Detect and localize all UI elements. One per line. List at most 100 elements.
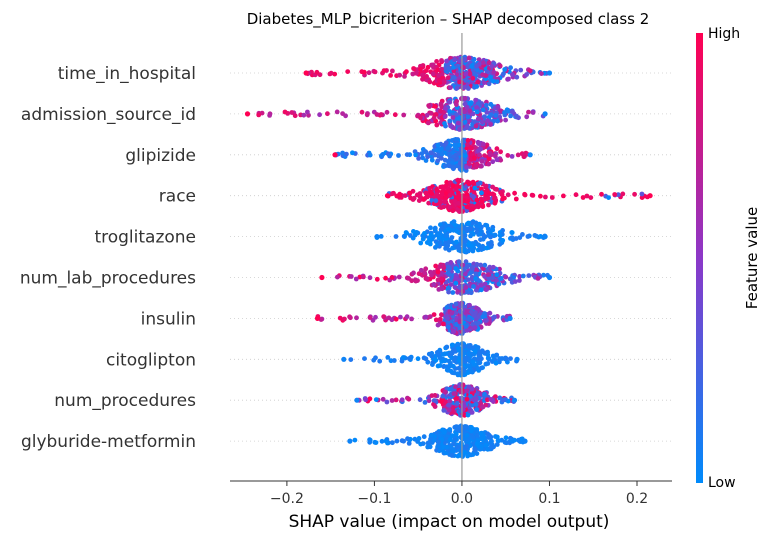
shap-point bbox=[432, 398, 438, 404]
shap-point bbox=[506, 76, 511, 82]
shap-point bbox=[495, 438, 501, 443]
x-tick-label: 0.2 bbox=[626, 491, 648, 507]
shap-point bbox=[411, 229, 416, 234]
shap-point-extreme bbox=[303, 70, 309, 76]
shap-point bbox=[468, 226, 473, 232]
shap-point bbox=[342, 316, 347, 322]
shap-point bbox=[482, 80, 487, 85]
shap-point bbox=[520, 151, 526, 157]
shap-point-extreme bbox=[647, 193, 653, 199]
feature-label: admission_source_id bbox=[21, 105, 196, 125]
shap-point bbox=[525, 234, 531, 239]
shap-point bbox=[391, 358, 397, 363]
shap-point bbox=[501, 71, 506, 77]
shap-point bbox=[450, 183, 456, 189]
shap-point bbox=[413, 152, 419, 158]
shap-point bbox=[444, 444, 450, 450]
shap-point bbox=[390, 440, 395, 446]
shap-point bbox=[457, 79, 462, 85]
shap-point-extreme bbox=[522, 438, 528, 444]
shap-point bbox=[480, 404, 485, 410]
shap-point bbox=[448, 444, 454, 450]
shap-point bbox=[404, 69, 409, 75]
shap-point bbox=[486, 156, 492, 162]
shap-point bbox=[526, 109, 531, 115]
shap-point bbox=[447, 427, 453, 432]
shap-point bbox=[530, 110, 536, 115]
shap-point bbox=[517, 235, 523, 241]
shap-point bbox=[514, 74, 520, 80]
shap-point bbox=[457, 109, 463, 115]
shap-point bbox=[464, 443, 469, 449]
shap-point bbox=[475, 139, 481, 145]
shap-point bbox=[464, 309, 470, 314]
shap-point bbox=[486, 202, 491, 208]
shap-point bbox=[451, 329, 457, 335]
shap-point bbox=[433, 317, 439, 323]
shap-point bbox=[447, 437, 453, 443]
shap-point bbox=[476, 278, 481, 283]
shap-point bbox=[435, 67, 441, 73]
shap-point bbox=[476, 320, 481, 326]
shap-point bbox=[493, 353, 499, 358]
colorbar-low-label: Low bbox=[708, 475, 736, 491]
shap-point bbox=[449, 453, 455, 458]
shap-point bbox=[440, 352, 446, 357]
shap-point bbox=[447, 398, 453, 404]
shap-point bbox=[361, 69, 367, 75]
shap-point bbox=[440, 393, 446, 399]
shap-point bbox=[353, 276, 359, 282]
shap-point bbox=[414, 70, 419, 76]
shap-point bbox=[420, 72, 425, 78]
shap-point bbox=[389, 317, 395, 323]
shap-point bbox=[352, 437, 358, 443]
shap-point bbox=[478, 365, 484, 371]
shap-point bbox=[476, 307, 481, 312]
shap-point bbox=[446, 402, 451, 408]
shap-point bbox=[444, 367, 450, 373]
shap-point bbox=[447, 272, 452, 277]
shap-point bbox=[438, 108, 443, 114]
shap-point bbox=[404, 275, 410, 281]
shap-point bbox=[509, 438, 514, 444]
shap-point bbox=[399, 397, 405, 403]
shap-point bbox=[387, 153, 392, 159]
shap-point bbox=[493, 360, 499, 366]
shap-point bbox=[381, 314, 387, 319]
shap-point bbox=[426, 398, 432, 404]
shap-point bbox=[453, 431, 459, 437]
shap-point bbox=[490, 227, 496, 233]
shap-point bbox=[485, 272, 491, 277]
shap-point bbox=[439, 225, 445, 231]
feature-label: troglitazone bbox=[94, 228, 196, 248]
shap-point bbox=[502, 67, 508, 72]
shap-point bbox=[435, 322, 441, 328]
shap-point bbox=[442, 121, 447, 126]
shap-point bbox=[491, 69, 497, 75]
shap-point bbox=[494, 157, 500, 163]
shap-point bbox=[282, 109, 288, 115]
shap-point bbox=[482, 114, 487, 119]
shap-point bbox=[427, 444, 433, 450]
shap-point bbox=[499, 192, 505, 198]
shap-point bbox=[380, 152, 386, 157]
shap-point bbox=[487, 310, 493, 316]
shap-point bbox=[348, 315, 353, 321]
shap-point bbox=[456, 365, 462, 371]
shap-point-extreme bbox=[542, 234, 548, 240]
shap-point bbox=[480, 204, 486, 210]
shap-point bbox=[494, 272, 500, 278]
shap-point bbox=[465, 437, 470, 443]
shap-point bbox=[458, 301, 464, 307]
shap-point bbox=[467, 100, 473, 106]
shap-point bbox=[503, 440, 508, 445]
shap-point bbox=[457, 319, 463, 325]
shap-point bbox=[462, 157, 468, 163]
shap-point bbox=[460, 289, 466, 294]
shap-point bbox=[474, 67, 480, 73]
shap-point bbox=[456, 151, 462, 156]
shap-point bbox=[445, 242, 450, 248]
shap-point bbox=[424, 276, 430, 281]
shap-point-extreme bbox=[347, 438, 353, 444]
shap-point bbox=[427, 314, 433, 319]
